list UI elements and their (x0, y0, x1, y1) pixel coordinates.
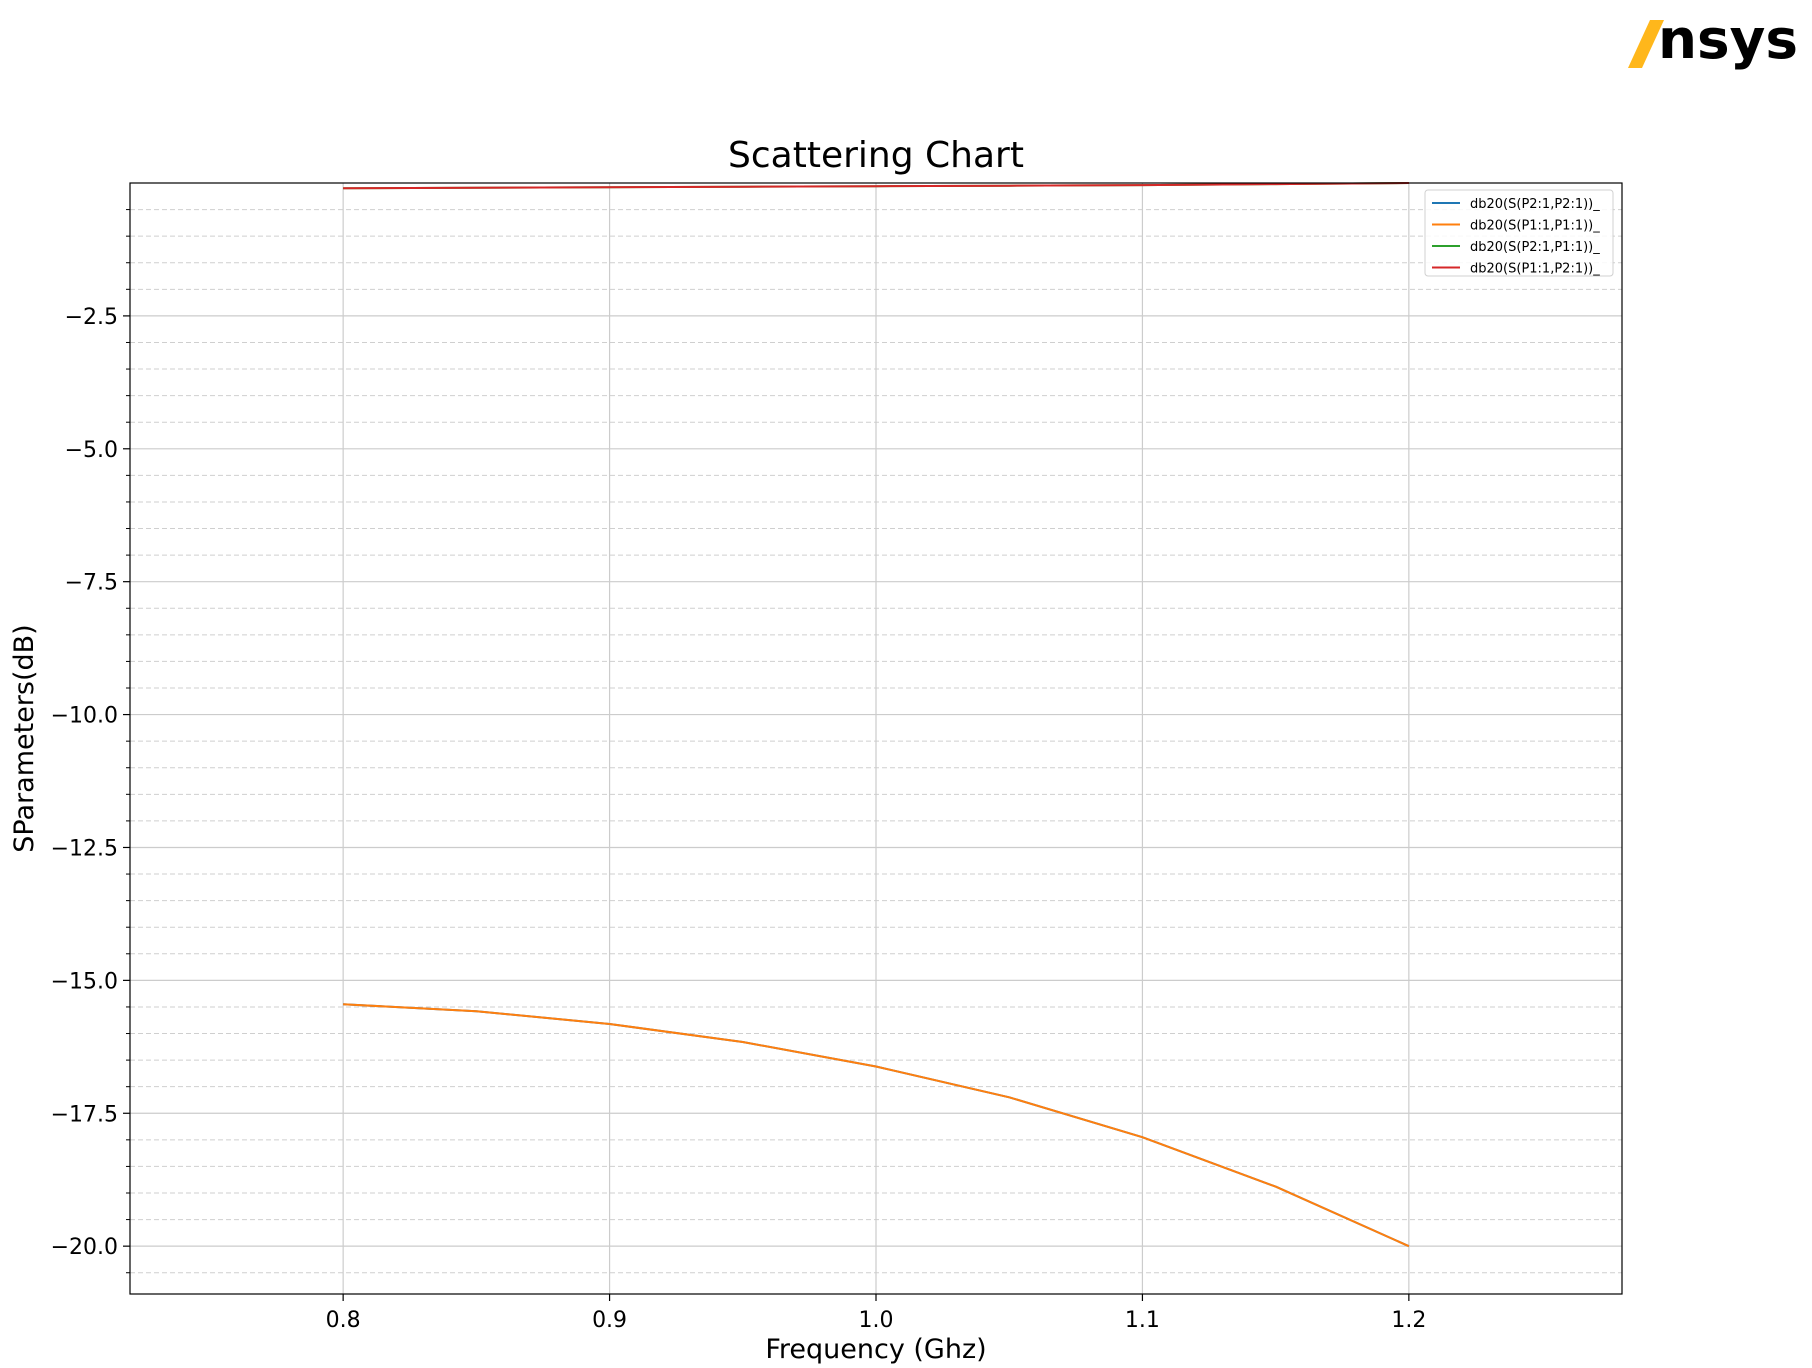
x-axis-title: Frequency (Ghz) (765, 1334, 986, 1365)
y-tick-label: −5.0 (65, 438, 118, 463)
major-gridlines (130, 183, 1622, 1294)
x-tick-label: 0.9 (592, 1308, 627, 1333)
x-tick-label: 1.1 (1125, 1308, 1160, 1333)
y-axis-title: SParameters(dB) (9, 624, 40, 852)
y-tick-label: −2.5 (65, 305, 118, 330)
legend-box (1424, 189, 1614, 277)
x-axis: 0.8 0.9 1.0 1.1 1.2 (326, 1294, 1426, 1333)
logo-accent-slash (1628, 20, 1664, 68)
y-tick-label: −10.0 (51, 704, 118, 729)
legend-entry: db20(S(P1:1,P2:1))_ (1470, 262, 1600, 277)
series-lines (343, 182, 1410, 1248)
legend-entry: db20(S(P1:1,P1:1))_ (1470, 219, 1600, 234)
series-line-2 (343, 1003, 1410, 1248)
y-tick-label: −20.0 (51, 1235, 118, 1260)
x-tick-label: 0.8 (326, 1308, 361, 1333)
legend: db20(S(P2:1,P2:1))_ db20(S(P1:1,P1:1))_db… (1424, 189, 1614, 277)
y-tick-label: −15.0 (51, 969, 118, 994)
y-tick-label: −7.5 (65, 571, 118, 596)
y-tick-label: −12.5 (51, 836, 118, 861)
x-tick-label: 1.2 (1391, 1308, 1426, 1333)
legend-entry: db20(S(P2:1,P1:1))_ (1470, 240, 1600, 255)
chart-title: Scattering Chart (728, 135, 1024, 176)
y-axis: −2.5 −5.0 −7.5 −10.0 −12.5 −15.0 −17.5 −20.0 (51, 305, 130, 1260)
logo-text: nsys (1658, 14, 1798, 71)
series-line-4 (343, 182, 1409, 190)
x-tick-label: 1.0 (859, 1308, 894, 1333)
legend-entry: db20(S(P2:1,P2:1))_ (1470, 197, 1600, 212)
y-tick-label: −17.5 (51, 1102, 118, 1127)
ansys-logo: nsys (1628, 14, 1798, 71)
